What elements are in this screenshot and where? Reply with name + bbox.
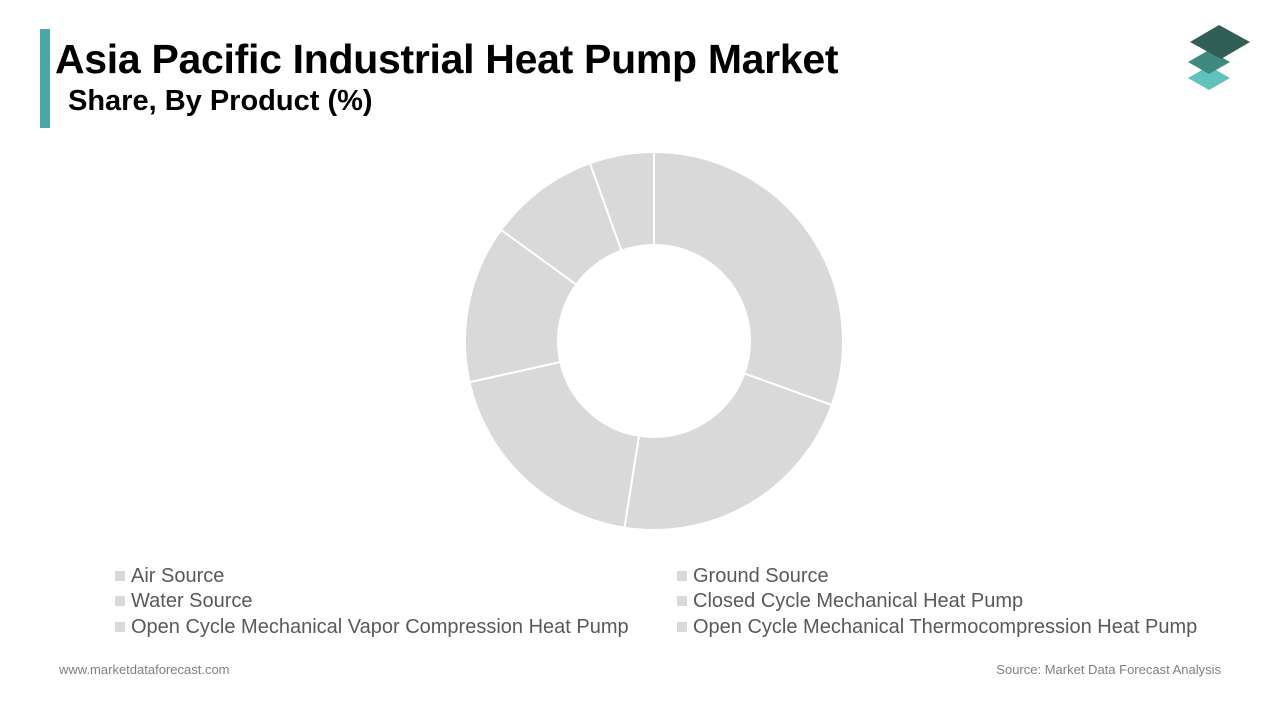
title-accent-bar bbox=[40, 29, 50, 128]
logo-layer-bottom bbox=[1188, 66, 1230, 90]
logo-layer-top bbox=[1190, 25, 1250, 59]
donut-slice-3 bbox=[468, 360, 641, 529]
chart-subtitle: Share, By Product (%) bbox=[68, 85, 373, 117]
footer-source: Source: Market Data Forecast Analysis bbox=[996, 662, 1221, 677]
chart-title: Asia Pacific Industrial Heat Pump Market bbox=[55, 36, 839, 82]
donut-slice-1 bbox=[653, 150, 844, 407]
donut-slice-6 bbox=[588, 150, 655, 252]
donut-slice-2 bbox=[623, 372, 834, 531]
stacked-layers-icon bbox=[1188, 25, 1250, 90]
footer-website: www.marketdataforecast.com bbox=[59, 662, 230, 677]
